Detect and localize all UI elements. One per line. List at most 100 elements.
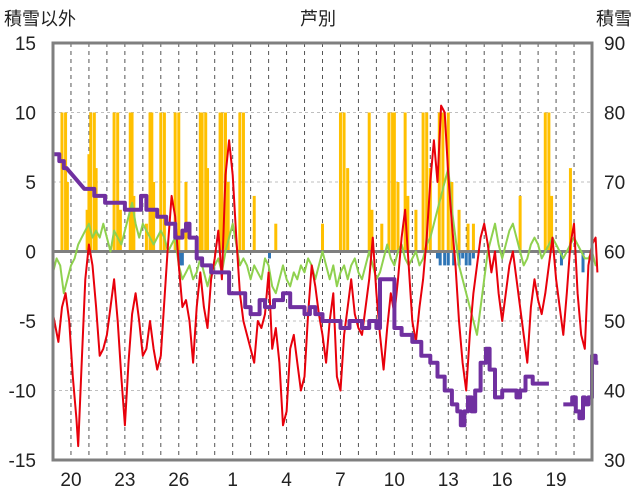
series-lines [52,104,599,448]
left-tick-label: 5 [25,173,36,194]
precip-bar [87,154,91,252]
precip-bar [543,112,547,252]
negative-bar [267,251,271,259]
precip-bar [238,112,242,252]
precip-bar [457,209,461,252]
precip-bar [550,195,554,252]
precip-bar [421,112,425,252]
x-tick-label: 1 [227,470,238,491]
right-axis-title: 積雪 [596,9,632,29]
precip-bar [342,112,346,252]
precip-bar [367,112,371,252]
left-tick-label: -5 [19,312,36,333]
precip-bar [85,209,89,252]
precip-bar [144,223,148,252]
precip-bar [406,195,410,252]
precip-bar [274,223,278,252]
left-axis-title: 積雪以外 [4,9,76,29]
precip-bar [437,112,441,252]
precip-bar [173,112,177,252]
negative-bar [452,251,456,266]
precip-bar [568,168,572,252]
precip-bar [116,112,120,252]
precip-bar [94,168,98,252]
precip-bar [387,112,391,252]
x-tick-label: 13 [438,470,459,491]
negative-bar [443,251,447,266]
precip-bar [518,195,522,252]
precip-bar [396,182,400,252]
left-tick-label: -15 [9,451,36,472]
left-tick-label: 10 [15,104,36,125]
x-tick-label: 26 [168,470,189,491]
left-tick-label: 15 [15,34,36,55]
negative-bar [581,251,585,273]
precip-bar [428,168,432,252]
precip-bar [547,112,551,252]
left-tick-label: -10 [9,382,36,403]
precip-bar [198,112,202,252]
right-tick-label: 50 [604,312,625,333]
left-tick-label: 0 [25,243,36,264]
precip-bar [60,112,64,252]
right-tick-label: 80 [604,104,625,125]
precip-bar [112,112,116,252]
plot-frame [51,41,594,462]
x-tick-label: 4 [281,470,292,491]
precip-bar [425,112,429,252]
precip-bar [392,112,396,252]
precip-bar [252,195,256,252]
precip-bar [241,112,245,252]
precip-bar [220,112,224,252]
negative-bar [180,251,184,266]
right-tick-label: 40 [604,382,625,403]
precip-bar [200,112,204,252]
precip-bar [64,112,68,252]
precip-bar [65,182,69,252]
precip-bar [226,182,230,252]
precip-bar [204,112,208,252]
precip-bar [370,209,374,252]
negative-bar [461,251,465,259]
snow-depth-line [53,152,549,428]
precip-bar [380,223,384,252]
precip-bar [441,112,445,252]
precip-bar [218,112,222,252]
precip-bar [118,209,122,252]
precip-bar [184,182,188,252]
right-tick-label: 30 [604,451,625,472]
plot-border [51,41,594,462]
precip-bar [159,112,163,252]
precip-bar [162,112,166,252]
left-tick-labels: 15 10 5 0 -5 -10 -15 [9,34,36,472]
precip-bar [150,112,154,252]
precip-bar [177,112,181,252]
negative-bar [446,251,450,266]
negative-bar [559,251,563,266]
precip-bar [346,168,350,252]
precip-bar [466,223,470,252]
negative-bar [179,251,183,266]
precip-bar [321,223,324,252]
precip-bar [338,112,342,252]
negative-bars [179,251,585,273]
x-tick-label: 16 [492,470,513,491]
right-tick-label: 60 [604,243,625,264]
precip-bar [148,112,152,252]
green-series-line [52,167,598,336]
x-tick-label: 20 [60,470,81,491]
precip-bar [403,112,407,252]
negative-bar [471,251,475,259]
right-tick-labels: 90 80 70 60 50 40 30 [604,34,625,472]
precip-bar [92,112,96,252]
negative-bar [438,251,442,266]
precip-bar [132,195,136,252]
chart-title: 芦別 [300,9,336,29]
x-tick-label: 7 [335,470,346,491]
precip-bar [152,182,156,252]
precip-bar [130,112,134,252]
precip-bar [206,168,210,252]
x-tick-label: 23 [114,470,135,491]
precip-bar [391,112,395,252]
